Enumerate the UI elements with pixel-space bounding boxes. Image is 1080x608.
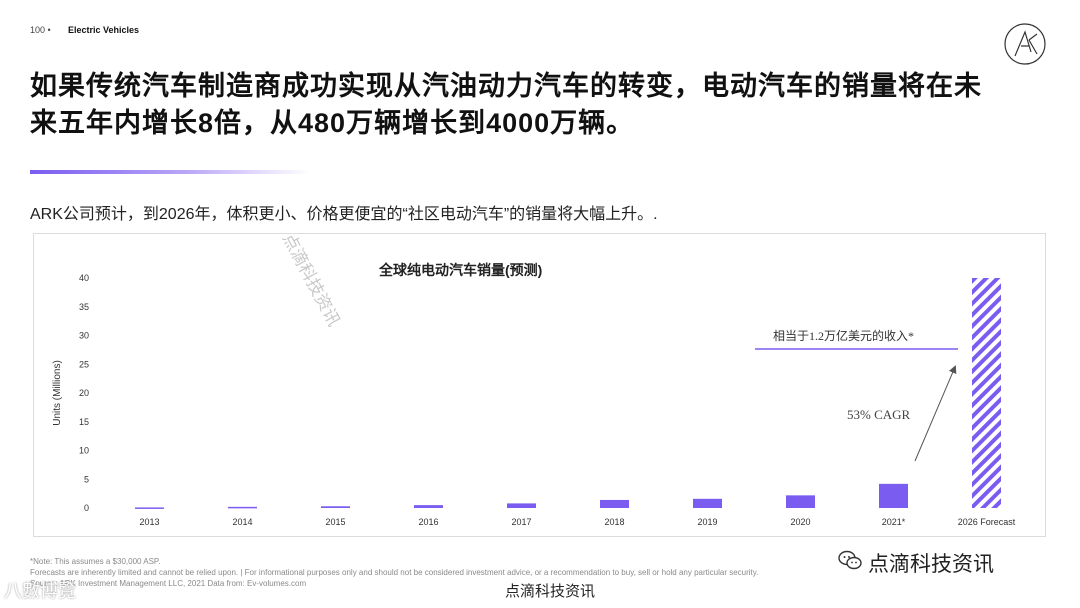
footnote-line-3: Source: ARK Investment Management LLC, 2… — [30, 579, 307, 588]
x-tick-label: 2017 — [511, 517, 531, 527]
bar — [135, 507, 164, 509]
y-tick-label: 15 — [79, 417, 89, 427]
headline-line-1: 如果传统汽车制造商成功实现从汽油动力汽车的转变，电动汽车的销量将在未 — [30, 71, 982, 101]
wechat-icon — [838, 550, 862, 570]
y-axis-ticks: 0 5 10 15 20 25 30 35 40 — [79, 273, 89, 513]
x-tick-label: 2014 — [232, 517, 252, 527]
bars — [135, 278, 1001, 509]
wechat-account-label: 点滴科技资讯 — [868, 553, 994, 576]
accent-divider — [30, 170, 310, 174]
x-tick-label: 2020 — [790, 517, 810, 527]
bar — [786, 495, 815, 508]
bar — [414, 505, 443, 508]
x-tick-label: 2021* — [882, 517, 906, 527]
y-tick-label: 5 — [84, 474, 89, 484]
y-tick-label: 20 — [79, 388, 89, 398]
x-tick-label: 2016 — [418, 517, 438, 527]
bar-chart: 全球纯电动汽车销量(预测) Units (Millions) 051015202… — [52, 262, 1016, 527]
headline-line-2: 来五年内增长8倍，从480万辆增长到4000万辆。 — [30, 108, 635, 138]
ark-logo-icon — [1004, 23, 1046, 65]
x-tick-label: 2026 Forecast — [958, 517, 1016, 527]
footnote-line-1: *Note: This assumes a $30,000 ASP. — [30, 557, 161, 566]
footnote: *Note: This assumes a $30,000 ASP. Forec… — [30, 556, 930, 589]
bar — [600, 499, 629, 508]
x-tick-label: 2019 — [697, 517, 717, 527]
x-tick-label: 2018 — [604, 517, 624, 527]
bar — [228, 506, 257, 509]
chart-frame — [33, 233, 1046, 537]
corner-watermark: 八數博覽 — [4, 581, 76, 601]
x-axis-ticks: 2013 2014 2015 2016 2017 2018 2019 2020 2021* 202… — [139, 517, 1015, 527]
bar — [879, 483, 908, 508]
footnote-line-2: Forecasts are inherently limited and can… — [30, 568, 759, 577]
chart-title: 全球纯电动汽车销量(预测) — [378, 262, 542, 278]
section-label: Electric Vehicles — [68, 25, 140, 35]
bar — [321, 506, 350, 508]
bottom-watermark: 点滴科技资讯 — [505, 584, 596, 600]
x-tick-label: 2013 — [139, 517, 159, 527]
y-tick-label: 35 — [79, 302, 89, 312]
headline: 如果传统汽车制造商成功实现从汽油动力汽车的转变，电动汽车的销量将在未 来五年内增… — [30, 68, 990, 142]
x-tick-label: 2015 — [325, 517, 345, 527]
y-axis-label: Units (Millions) — [52, 360, 63, 426]
cagr-annotation: 53% CAGR — [847, 407, 911, 422]
y-tick-label: 10 — [79, 446, 89, 456]
bar — [507, 503, 536, 508]
bar-forecast — [972, 278, 1001, 508]
page-number: 100 • — [30, 25, 51, 35]
revenue-annotation: 相当于1.2万亿美元的收入* — [773, 328, 914, 343]
growth-arrow — [914, 365, 957, 462]
y-tick-label: 25 — [79, 359, 89, 369]
y-tick-label: 40 — [79, 273, 89, 283]
y-tick-label: 30 — [79, 331, 89, 341]
subtitle: ARK公司预计，到2026年，体积更小、价格更便宜的“社区电动汽车”的销量将大幅… — [30, 206, 658, 223]
bar — [693, 498, 722, 508]
y-tick-label: 0 — [84, 503, 89, 513]
